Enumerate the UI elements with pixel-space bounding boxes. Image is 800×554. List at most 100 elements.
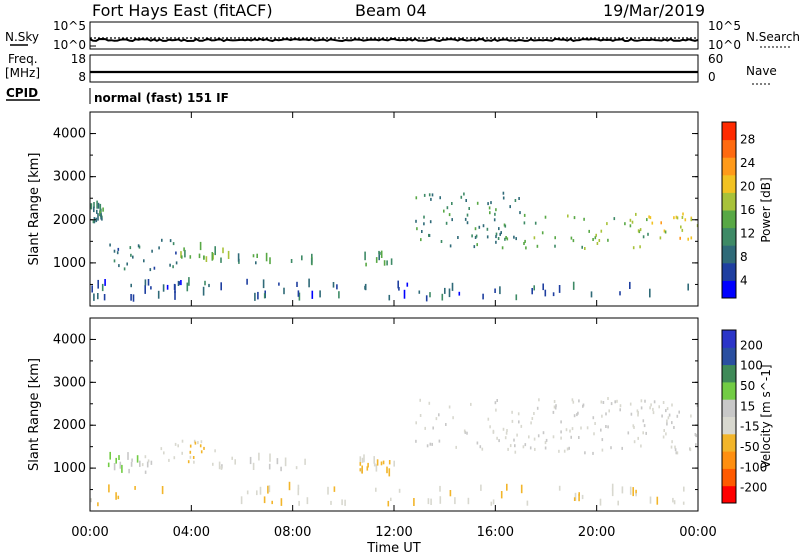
velocity-echo	[645, 431, 647, 435]
power-echo	[533, 236, 536, 240]
power-echo	[365, 262, 367, 267]
velocity-echo	[605, 412, 607, 416]
velocity-echo	[480, 484, 482, 491]
velocity-echo	[526, 500, 529, 506]
velocity-echo	[454, 497, 456, 505]
velocity-echo	[560, 436, 562, 440]
velocity-echo	[189, 450, 192, 454]
power-echo	[91, 285, 93, 293]
velocity-echo	[146, 461, 149, 468]
power-echo	[237, 253, 240, 262]
power-echo	[173, 283, 176, 290]
power-echo	[523, 213, 526, 217]
power-echo	[639, 245, 641, 249]
velocity-echo	[445, 423, 447, 426]
velocity-echo	[427, 498, 430, 505]
velocity-echo	[429, 442, 432, 446]
velocity-colorbar-tick: -200	[740, 481, 767, 495]
velocity-echo	[398, 488, 401, 493]
power-colorbar-bin	[722, 174, 736, 193]
power-echo	[676, 216, 679, 220]
power-echo	[246, 278, 248, 285]
velocity-echo	[602, 401, 605, 404]
velocity-echo	[506, 483, 508, 491]
velocity-echo	[192, 456, 195, 459]
velocity-echo	[566, 447, 569, 451]
power-echo	[675, 215, 678, 219]
velocity-echo	[629, 486, 632, 495]
velocity-echo	[419, 398, 421, 402]
velocity-echo	[500, 491, 503, 499]
velocity-colorbar-tick: -50	[740, 440, 760, 454]
power-echo	[595, 233, 597, 237]
velocity-echo	[637, 413, 639, 417]
power-colorbar-tick: 12	[740, 226, 755, 240]
velocity-echo	[578, 494, 580, 502]
power-echo	[663, 229, 666, 233]
velocity-echo	[569, 429, 571, 433]
power-echo	[100, 213, 102, 220]
velocity-echo	[599, 498, 602, 506]
velocity-echo	[514, 444, 516, 448]
power-echo	[466, 221, 469, 225]
power-echo	[429, 292, 431, 298]
power-colorbar-tick: 4	[740, 273, 748, 287]
velocity-echo	[438, 439, 441, 443]
velocity-echo	[584, 451, 586, 455]
velocity-echo	[341, 499, 343, 506]
power-echo	[572, 239, 575, 243]
power-echo	[149, 268, 152, 272]
velocity-echo	[481, 447, 484, 451]
power-echo	[166, 284, 169, 290]
power-echo	[290, 259, 293, 263]
velocity-echo	[689, 448, 692, 452]
power-echo	[570, 236, 573, 240]
power-echo	[143, 259, 145, 263]
power-echo	[468, 207, 470, 210]
power-echo	[440, 240, 443, 243]
velocity-colorbar-tick: 200	[740, 338, 763, 352]
time-axis: 00:00 04:00 08:00 12:00 16:00 20:00 00:00	[71, 525, 716, 540]
power-echo	[544, 289, 547, 297]
velocity-echo	[494, 401, 497, 405]
velocity-echo	[476, 441, 479, 445]
velocity-echo	[511, 410, 513, 414]
power-echo	[420, 238, 422, 242]
nave-label: Nave	[746, 64, 777, 78]
power-echo	[415, 219, 417, 223]
power-echo	[383, 260, 386, 266]
power-colorbar-bin	[722, 210, 736, 229]
velocity-echo	[534, 447, 536, 451]
power-echo	[202, 286, 205, 296]
velocity-echo	[663, 429, 665, 432]
velocity-echo	[373, 456, 375, 464]
station-title: Fort Hays East (fitACF)	[92, 1, 273, 20]
velocity-echo	[592, 416, 595, 420]
velocity-colorbar: 200 100 50 15 -15 -50 -100 -200 Velocity [m s^-1…	[721, 329, 773, 504]
power-echo	[533, 285, 535, 291]
time-tick-label: 20:00	[578, 525, 615, 540]
velocity-echo	[568, 446, 570, 450]
power-echo	[445, 221, 448, 225]
velocity-echo	[516, 433, 518, 437]
velocity-echo	[452, 416, 454, 420]
velocity-echo	[426, 444, 429, 448]
power-echo	[465, 199, 467, 202]
velocity-echo	[90, 498, 92, 503]
power-echo	[379, 251, 381, 255]
velocity-echo	[658, 405, 660, 409]
velocity-echo	[553, 405, 556, 409]
velocity-echo	[649, 496, 652, 504]
power-echo	[515, 237, 517, 241]
velocity-echo	[479, 445, 482, 449]
power-echo	[169, 239, 172, 243]
velocity-echo	[524, 443, 527, 447]
nave-tick-top: 60	[708, 52, 723, 66]
power-echo	[581, 245, 583, 249]
velocity-echo	[593, 432, 595, 436]
velocity-echo	[189, 455, 192, 459]
velocity-echo	[671, 421, 673, 425]
power-echo	[415, 196, 418, 200]
time-tick-label: 16:00	[477, 525, 514, 540]
velocity-echo	[668, 413, 671, 417]
